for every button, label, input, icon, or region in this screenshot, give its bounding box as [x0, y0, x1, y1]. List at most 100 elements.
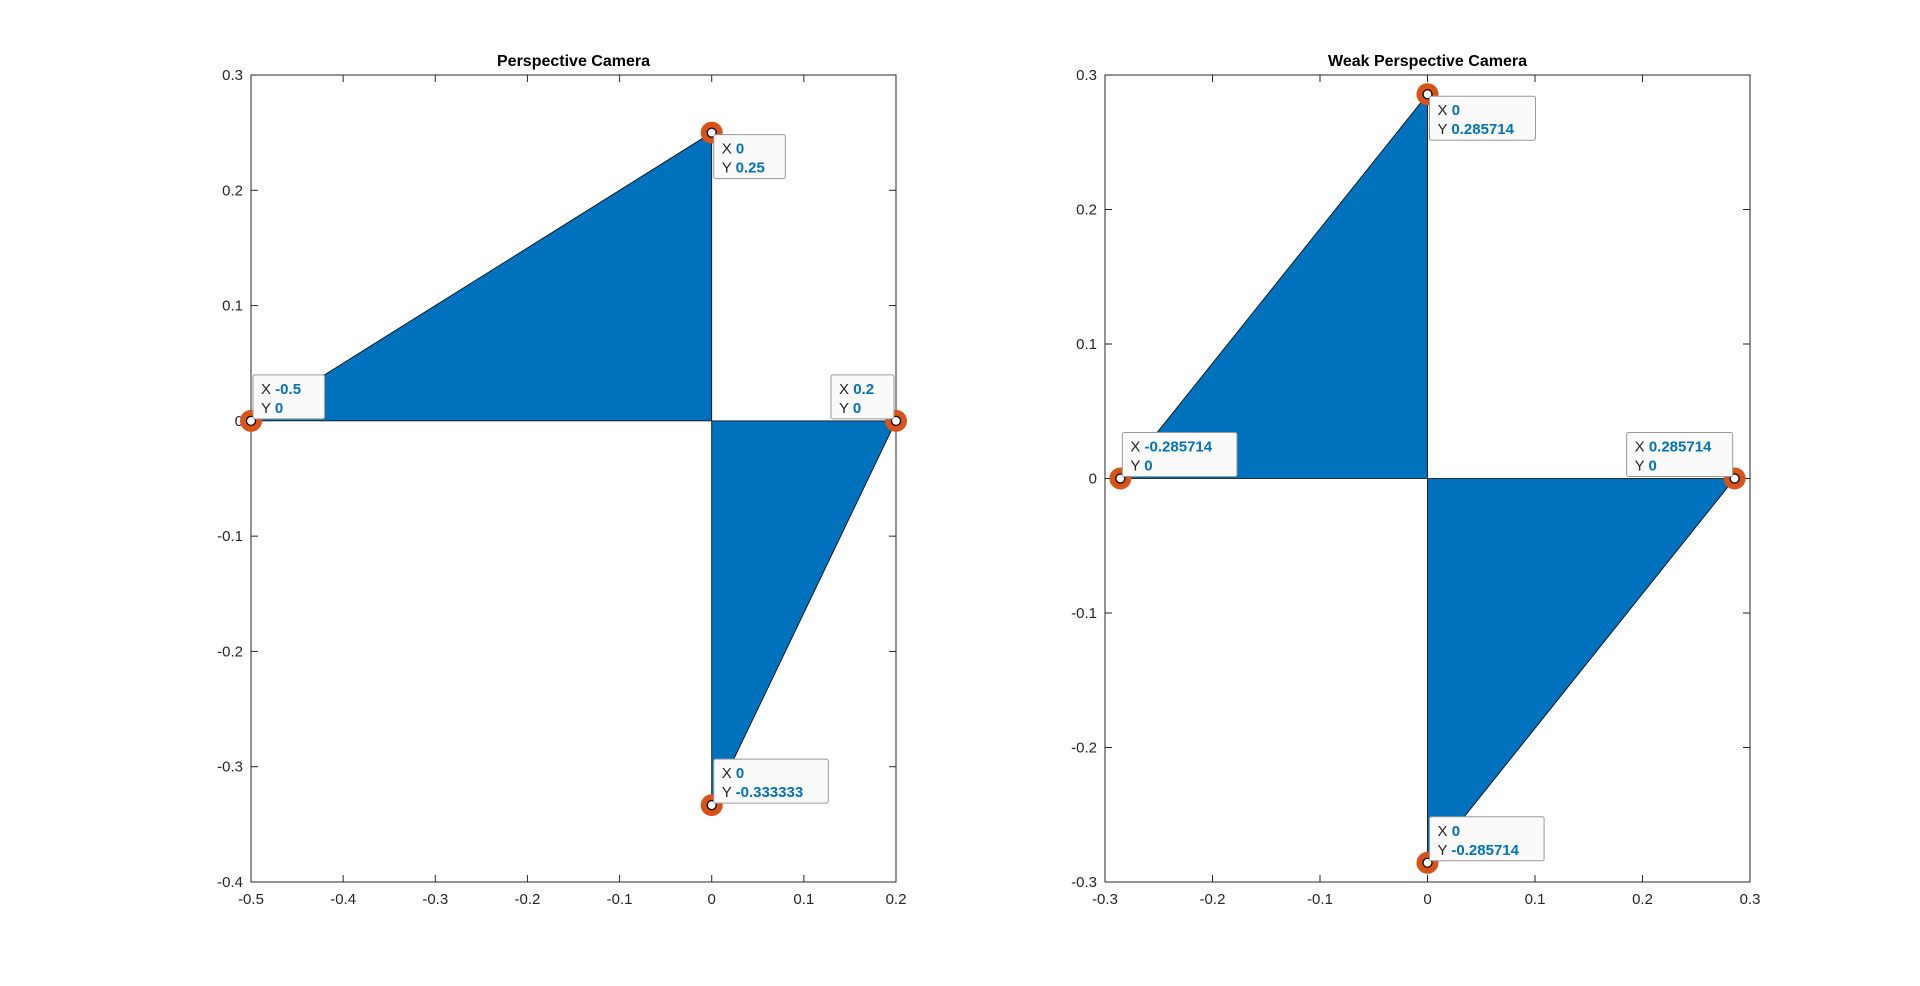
datatip-4[interactable]: X 0Y -0.285714 [1416, 816, 1545, 874]
datatip-y-label: Y [839, 400, 853, 417]
datatip-box [252, 374, 326, 420]
chart-title: Weak Perspective Camera [1328, 53, 1527, 70]
datatip-x-label: X [722, 765, 736, 782]
x-tick-label: 0 [1423, 891, 1431, 908]
datatip-1[interactable]: X 0Y 0.285714 [1416, 83, 1536, 141]
y-tick-label: -0.2 [1071, 740, 1097, 757]
y-tick-label: -0.3 [1071, 874, 1097, 891]
datatip-x-label: X [1438, 823, 1452, 840]
datatip-y-value: 0.285714 [1451, 121, 1514, 138]
x-tick-label: -0.2 [1200, 891, 1226, 908]
x-tick-label: -0.4 [330, 891, 356, 908]
y-tick-label: -0.1 [217, 528, 243, 545]
datatip-x-label: X [261, 381, 275, 398]
datatip-x-label: X [1130, 439, 1144, 456]
x-tick-label: 0.1 [1525, 891, 1546, 908]
datatip-x-value: 0.285714 [1649, 439, 1712, 456]
datatip-box [713, 758, 829, 804]
x-tick-label: -0.3 [1092, 891, 1118, 908]
datatip-x-value: -0.285714 [1145, 439, 1213, 456]
filled-triangle-1 [250, 132, 713, 422]
x-tick-label: -0.5 [238, 891, 264, 908]
datatip-y-value: 0 [275, 400, 283, 417]
datatip-y-value: 0.25 [736, 160, 765, 177]
y-tick-label: 0.3 [222, 67, 243, 84]
filled-triangle-2 [711, 420, 897, 806]
y-tick-label: -0.3 [217, 759, 243, 776]
datatip-x-value: 0 [1452, 823, 1460, 840]
datatip-x-value: 0.2 [853, 381, 874, 398]
datatip-y-row: Y 0 [1130, 458, 1152, 475]
x-tick-label: 0.3 [1740, 891, 1761, 908]
datatip-x-row: X 0 [722, 765, 745, 782]
datatip-x-row: X 0.2 [839, 381, 874, 398]
datatip-y-value: -0.285714 [1451, 842, 1519, 859]
datatip-y-label: Y [722, 160, 736, 177]
datatip-x-row: X -0.285714 [1130, 439, 1212, 456]
x-tick-label: -0.2 [514, 891, 540, 908]
y-tick-label: 0 [1089, 471, 1097, 488]
datatip-box [830, 374, 895, 420]
chart-1: -0.5 -0.4 -0.3 -0.2 -0.1 0 0.1 0.2-0.4-0.3-0.2-… [217, 53, 907, 908]
datatip-x-label: X [839, 381, 853, 398]
datatip-x-value: 0 [736, 141, 744, 158]
y-tick-label: -0.1 [1071, 605, 1097, 622]
datatip-x-row: X 0 [1438, 102, 1461, 119]
datatip-x-value: -0.5 [275, 381, 301, 398]
datatip-y-label: Y [1130, 458, 1144, 475]
datatip-y-value: -0.333333 [736, 784, 804, 801]
datatip-x-label: X [722, 141, 736, 158]
datatip-x-row: X -0.5 [261, 381, 301, 398]
datatip-2[interactable]: X -0.5 Y 0 [240, 374, 326, 432]
datatip-x-label: X [1438, 102, 1452, 119]
x-tick-label: -0.1 [607, 891, 633, 908]
datatip-y-label: Y [1438, 842, 1452, 859]
datatip-y-label: Y [722, 784, 736, 801]
y-tick-label: 0 [235, 413, 243, 430]
datatip-box [1429, 95, 1536, 141]
y-tick-label: 0.1 [222, 298, 243, 315]
datatip-y-row: Y 0 [839, 400, 861, 417]
filled-triangle-2 [1427, 478, 1736, 864]
x-tick-label: 0.1 [793, 891, 814, 908]
y-tick-label: 0.3 [1076, 67, 1097, 84]
datatip-x-value: 0 [1452, 102, 1460, 119]
axes-box [250, 74, 897, 883]
datatip-y-row: Y 0.285714 [1438, 121, 1515, 138]
x-tick-label: 0.2 [1632, 891, 1653, 908]
datatip-4[interactable]: X 0Y -0.333333 [700, 758, 829, 817]
datatip-x-value: 0 [736, 765, 744, 782]
x-tick-label: -0.1 [1307, 891, 1333, 908]
x-tick-label: 0 [708, 891, 716, 908]
x-tick-label: 0.2 [886, 891, 907, 908]
datatip-y-label: Y [1635, 458, 1649, 475]
y-tick-label: -0.4 [217, 874, 243, 891]
y-tick-label: -0.2 [217, 643, 243, 660]
datatip-1[interactable]: X 0Y 0.25 [700, 121, 786, 180]
datatip-box [1626, 432, 1734, 477]
datatip-y-label: Y [1438, 121, 1452, 138]
datatip-y-row: Y 0 [261, 400, 283, 417]
datatip-x-row: X 0 [722, 141, 745, 158]
datatip-y-row: Y 0.25 [722, 160, 765, 177]
y-tick-label: 0.1 [1076, 336, 1097, 353]
datatip-y-row: Y -0.333333 [722, 784, 803, 801]
y-tick-label: 0.2 [1076, 202, 1097, 219]
datatip-box [713, 134, 786, 180]
datatip-y-value: 0 [1649, 458, 1657, 475]
y-tick-label: 0.2 [222, 182, 243, 199]
x-tick-label: -0.3 [422, 891, 448, 908]
datatip-y-value: 0 [853, 400, 861, 417]
datatip-y-row: Y 0 [1635, 458, 1657, 475]
datatip-x-label: X [1635, 439, 1649, 456]
datatip-box [1429, 816, 1545, 862]
filled-triangle-1 [1119, 93, 1428, 479]
datatip-box [1121, 432, 1238, 477]
datatip-x-row: X 0 [1438, 823, 1461, 840]
datatip-y-row: Y -0.285714 [1438, 842, 1520, 859]
datatip-y-value: 0 [1144, 458, 1152, 475]
datatip-3[interactable]: X 0.2Y 0 [830, 374, 907, 432]
